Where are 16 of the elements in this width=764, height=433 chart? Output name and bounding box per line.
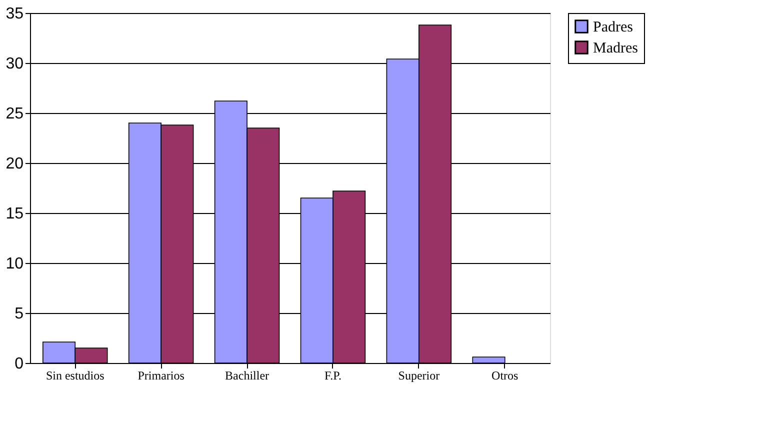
y-tick-label: 25: [6, 106, 24, 122]
x-tick-label: Bachiller: [225, 368, 270, 382]
y-tick-label: 20: [6, 156, 24, 172]
x-tick-label: Superior: [398, 368, 440, 382]
y-tick-label: 5: [14, 306, 24, 322]
x-tick-label: Sin estudios: [46, 368, 105, 382]
x-tick-label: Otros: [492, 368, 519, 382]
y-tick-label: 0: [14, 356, 24, 372]
y-tick-label: 35: [6, 6, 24, 22]
y-tick-label: 30: [6, 56, 24, 72]
y-tick-label: 15: [6, 206, 24, 222]
legend-label: Padres: [593, 20, 634, 36]
x-tick-label: Primarios: [138, 368, 185, 382]
legend-label: Madres: [593, 40, 638, 56]
x-tick-label: F.P.: [324, 368, 342, 382]
y-tick-label: 10: [6, 256, 24, 272]
